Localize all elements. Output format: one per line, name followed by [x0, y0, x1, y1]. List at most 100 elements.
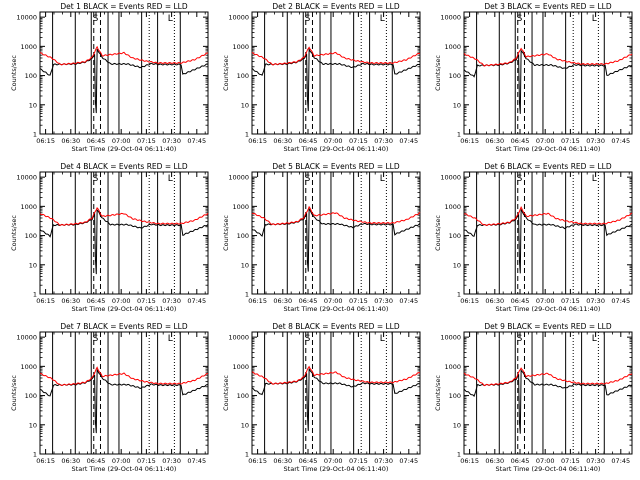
y-tick-label: 100	[449, 392, 461, 400]
flag-label: L	[592, 334, 597, 344]
x-tick-label: 07:30	[586, 137, 605, 145]
y-axis-label: Counts/sec	[10, 55, 18, 91]
x-tick-label: 07:00	[112, 457, 131, 465]
panel-det-5: Det 5 BLACK = Events RED = LLD 1 10 100 1000…	[222, 162, 421, 313]
flag-label: S	[93, 334, 99, 344]
series-lld-line	[463, 367, 633, 387]
y-tick-label: 10000	[228, 334, 249, 342]
y-axis-label: Counts/sec	[222, 215, 230, 251]
y-tick-label: 1	[457, 291, 461, 299]
panel-title: Det 9 BLACK = Events RED = LLD	[484, 322, 611, 331]
x-tick-label: 07:30	[374, 137, 393, 145]
x-tick-label: 07:30	[162, 137, 181, 145]
plot-frame	[39, 331, 209, 455]
flag-label: L	[168, 334, 173, 344]
x-tick-label: 07:45	[611, 137, 630, 145]
plot-frame	[463, 171, 633, 295]
x-tick-label: 07:00	[112, 297, 131, 305]
x-axis-label: Start Time (29-Oct-04 06:11:40)	[496, 465, 601, 473]
x-tick-label: 07:15	[561, 137, 580, 145]
x-tick-label: 06:30	[61, 137, 80, 145]
x-tick-label: 07:30	[586, 457, 605, 465]
x-tick-label: 07:45	[187, 297, 206, 305]
x-tick-label: 07:00	[324, 457, 343, 465]
y-axis-label: Counts/sec	[222, 55, 230, 91]
y-tick-label: 1	[245, 291, 249, 299]
series-lld-line	[39, 366, 209, 387]
x-tick-label: 06:45	[87, 137, 106, 145]
y-tick-label: 1	[245, 451, 249, 459]
y-tick-label: 1000	[444, 43, 461, 51]
panel-title: Det 4 BLACK = Events RED = LLD	[60, 162, 187, 171]
x-tick-label: 06:15	[248, 297, 267, 305]
y-tick-label: 10000	[228, 174, 249, 182]
x-tick-label: 06:30	[485, 457, 504, 465]
x-tick-label: 06:45	[511, 137, 530, 145]
x-tick-label: 07:15	[349, 137, 368, 145]
series-lld-line	[39, 206, 209, 227]
y-tick-label: 1	[245, 131, 249, 139]
series-lld-line	[251, 46, 421, 66]
y-tick-label: 10000	[16, 334, 37, 342]
y-tick-label: 100	[25, 232, 37, 240]
panel-title: Det 7 BLACK = Events RED = LLD	[60, 322, 187, 331]
x-tick-label: 06:45	[511, 297, 530, 305]
flag-label: S	[305, 14, 311, 24]
flag-label: S	[93, 174, 99, 184]
y-tick-label: 1000	[232, 363, 249, 371]
y-tick-label: 10	[29, 261, 37, 269]
series-events-line	[39, 369, 209, 434]
y-tick-label: 10	[453, 261, 461, 269]
x-tick-label: 06:45	[511, 457, 530, 465]
y-tick-label: 1	[33, 451, 37, 459]
series-lld-line	[251, 205, 421, 226]
flag-label: S	[305, 334, 311, 344]
panel-title: Det 5 BLACK = Events RED = LLD	[272, 162, 399, 171]
plot-frame	[39, 11, 209, 135]
series-events-line	[463, 49, 633, 114]
x-axis-label: Start Time (29-Oct-04 06:11:40)	[72, 145, 177, 153]
x-axis-label: Start Time (29-Oct-04 06:11:40)	[496, 305, 601, 313]
y-tick-label: 10000	[440, 334, 461, 342]
x-axis-label: Start Time (29-Oct-04 06:11:40)	[72, 305, 177, 313]
x-tick-label: 06:30	[485, 297, 504, 305]
x-tick-label: 07:30	[374, 297, 393, 305]
y-tick-label: 100	[25, 72, 37, 80]
x-axis-label: Start Time (29-Oct-04 06:11:40)	[284, 145, 389, 153]
x-tick-label: 07:00	[536, 297, 555, 305]
x-tick-label: 07:45	[399, 457, 418, 465]
x-tick-label: 06:30	[61, 297, 80, 305]
y-tick-label: 1000	[444, 363, 461, 371]
y-tick-label: 100	[237, 392, 249, 400]
y-tick-label: 1	[33, 291, 37, 299]
y-tick-label: 10	[241, 101, 249, 109]
flag-label: S	[517, 14, 523, 24]
series-lld-line	[39, 45, 209, 66]
x-tick-label: 07:45	[611, 297, 630, 305]
x-tick-label: 06:15	[36, 297, 55, 305]
panel-title: Det 6 BLACK = Events RED = LLD	[484, 162, 611, 171]
x-tick-label: 07:30	[374, 457, 393, 465]
x-axis-label: Start Time (29-Oct-04 06:11:40)	[284, 465, 389, 473]
x-tick-label: 07:00	[324, 137, 343, 145]
y-axis-label: Counts/sec	[10, 375, 18, 411]
flag-label: L	[168, 174, 173, 184]
y-tick-label: 10000	[440, 14, 461, 22]
panel-det-1: Det 1 BLACK = Events RED = LLD 1 10 100 1000…	[10, 2, 209, 153]
panel-title: Det 2 BLACK = Events RED = LLD	[272, 2, 399, 11]
panel-title: Det 1 BLACK = Events RED = LLD	[60, 2, 187, 11]
panel-det-6: Det 6 BLACK = Events RED = LLD 1 10 100 1000…	[434, 162, 633, 313]
flag-label: L	[380, 14, 385, 24]
y-tick-label: 1000	[444, 203, 461, 211]
flag-label: S	[93, 14, 99, 24]
panel-det-4: Det 4 BLACK = Events RED = LLD 1 10 100 1000…	[10, 162, 209, 313]
x-tick-label: 06:15	[460, 297, 479, 305]
flag-label: S	[517, 334, 523, 344]
x-tick-label: 06:45	[87, 297, 106, 305]
y-tick-label: 1	[457, 451, 461, 459]
flag-label: L	[592, 174, 597, 184]
x-tick-label: 07:00	[112, 137, 131, 145]
y-tick-label: 10	[241, 421, 249, 429]
y-tick-label: 1000	[20, 203, 37, 211]
